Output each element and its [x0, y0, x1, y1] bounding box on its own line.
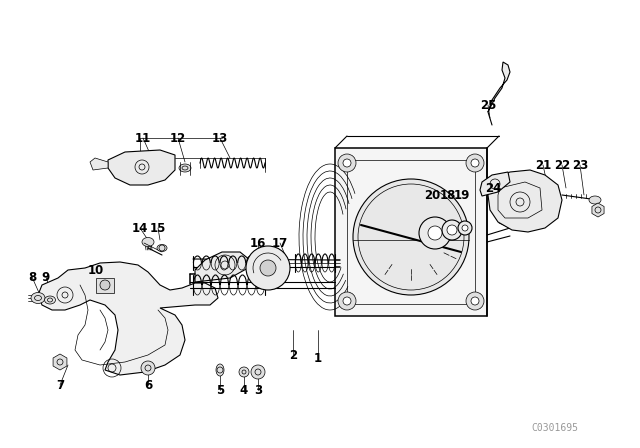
Circle shape	[447, 225, 457, 235]
Circle shape	[260, 260, 276, 276]
Text: 23: 23	[572, 159, 588, 172]
Text: 24: 24	[485, 181, 501, 194]
Polygon shape	[195, 252, 250, 282]
Ellipse shape	[45, 296, 56, 304]
Text: 19: 19	[454, 189, 470, 202]
Circle shape	[458, 221, 472, 235]
Circle shape	[246, 246, 290, 290]
Circle shape	[442, 220, 462, 240]
Polygon shape	[108, 150, 175, 185]
Text: 8: 8	[28, 271, 36, 284]
Ellipse shape	[142, 237, 154, 246]
Text: 5: 5	[216, 383, 224, 396]
Circle shape	[471, 159, 479, 167]
Text: 2: 2	[289, 349, 297, 362]
Text: 9: 9	[42, 271, 50, 284]
Text: 22: 22	[554, 159, 570, 172]
Text: 13: 13	[212, 132, 228, 145]
Circle shape	[419, 217, 451, 249]
Circle shape	[338, 154, 356, 172]
Bar	[96, 278, 114, 293]
Text: 25: 25	[480, 99, 496, 112]
Text: 1: 1	[314, 352, 322, 365]
Text: 7: 7	[56, 379, 64, 392]
Ellipse shape	[31, 293, 45, 303]
Text: 14: 14	[132, 221, 148, 234]
Circle shape	[343, 159, 351, 167]
Ellipse shape	[216, 364, 224, 376]
Ellipse shape	[589, 196, 601, 204]
Circle shape	[338, 292, 356, 310]
Text: 17: 17	[272, 237, 288, 250]
Text: 20: 20	[424, 189, 440, 202]
Polygon shape	[488, 62, 510, 112]
Text: 12: 12	[170, 132, 186, 145]
Text: 11: 11	[135, 132, 151, 145]
Ellipse shape	[157, 245, 167, 251]
Bar	[347, 160, 475, 304]
Text: 4: 4	[240, 383, 248, 396]
Text: 15: 15	[150, 221, 166, 234]
Polygon shape	[480, 172, 510, 196]
Text: 21: 21	[535, 159, 551, 172]
Text: 6: 6	[144, 379, 152, 392]
Circle shape	[466, 154, 484, 172]
Circle shape	[141, 361, 155, 375]
Circle shape	[343, 297, 351, 305]
Circle shape	[353, 179, 469, 295]
Circle shape	[466, 292, 484, 310]
Polygon shape	[38, 262, 218, 375]
Text: 18: 18	[440, 189, 456, 202]
Text: 10: 10	[88, 263, 104, 276]
Circle shape	[462, 225, 468, 231]
Polygon shape	[592, 203, 604, 217]
Text: 3: 3	[254, 383, 262, 396]
Circle shape	[428, 226, 442, 240]
Polygon shape	[53, 354, 67, 370]
Circle shape	[239, 367, 249, 377]
Text: C0301695: C0301695	[531, 423, 579, 433]
Circle shape	[100, 280, 110, 290]
Polygon shape	[488, 170, 562, 232]
Ellipse shape	[179, 164, 191, 172]
Circle shape	[471, 297, 479, 305]
Text: 16: 16	[250, 237, 266, 250]
Circle shape	[251, 365, 265, 379]
Bar	[335, 148, 487, 316]
Polygon shape	[90, 158, 108, 170]
